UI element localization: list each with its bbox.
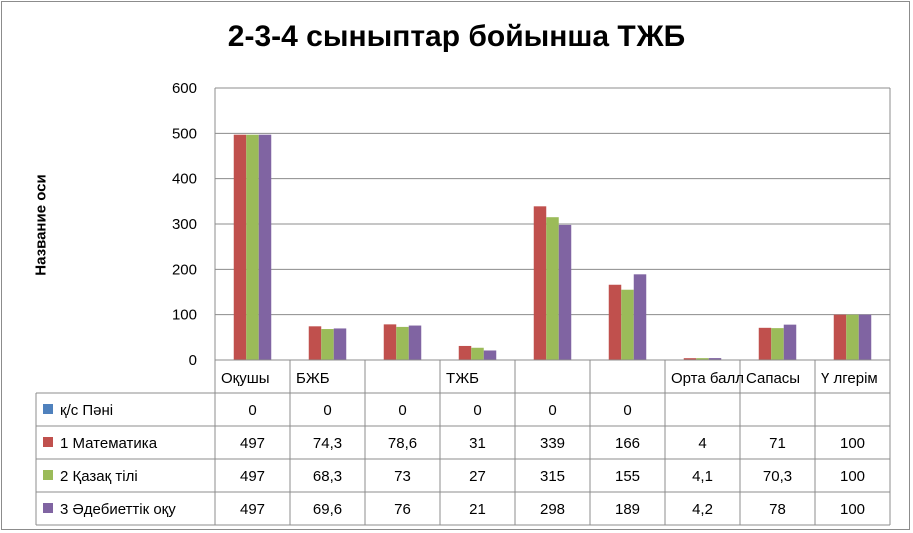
chart-title: 2-3-4 сыныптар бойынша ТЖБ bbox=[227, 20, 686, 53]
data-label: 100 bbox=[840, 501, 865, 518]
data-label: 155 bbox=[615, 468, 640, 485]
data-label: 100 bbox=[840, 435, 865, 452]
bar-2-0 bbox=[233, 134, 247, 360]
bar-3-6 bbox=[696, 358, 709, 360]
data-label: 4 bbox=[698, 435, 706, 452]
data-label: 76 bbox=[394, 501, 411, 518]
data-label: 298 bbox=[540, 501, 565, 518]
y-tick-label: 500 bbox=[172, 125, 197, 142]
bar-4-1 bbox=[333, 328, 347, 360]
data-label: 0 bbox=[548, 402, 556, 419]
data-label: 100 bbox=[840, 468, 865, 485]
bar-3-2 bbox=[396, 326, 409, 360]
legend-label: қ/с Пәні bbox=[60, 402, 113, 419]
legend-label: 3 Әдебиеттік оқу bbox=[60, 501, 176, 518]
data-label: 21 bbox=[469, 501, 486, 518]
data-label: 497 bbox=[240, 468, 265, 485]
data-label: 70,3 bbox=[763, 468, 792, 485]
data-label: 71 bbox=[769, 435, 786, 452]
bar-2-6 bbox=[683, 358, 697, 360]
data-label: 0 bbox=[323, 402, 331, 419]
data-label: 31 bbox=[469, 435, 486, 452]
data-label: 0 bbox=[623, 402, 631, 419]
y-tick-label: 100 bbox=[172, 307, 197, 324]
bar-4-3 bbox=[483, 350, 497, 360]
data-label: 73 bbox=[394, 468, 411, 485]
bar-3-0 bbox=[246, 134, 259, 360]
bar-2-3 bbox=[458, 345, 472, 360]
y-tick-label: 400 bbox=[172, 171, 197, 188]
data-label: 0 bbox=[248, 402, 256, 419]
category-label: Сапасы bbox=[746, 370, 800, 387]
data-label: 4,2 bbox=[692, 501, 713, 518]
data-label: 339 bbox=[540, 435, 565, 452]
bar-2-4 bbox=[533, 206, 547, 360]
data-label: 315 bbox=[540, 468, 565, 485]
y-tick-label: 600 bbox=[172, 80, 197, 97]
category-label: Орта балл bbox=[671, 370, 744, 387]
bar-3-8 bbox=[846, 314, 859, 360]
data-label: 27 bbox=[469, 468, 486, 485]
legend-key-3 bbox=[43, 470, 53, 480]
legend-key-1 bbox=[43, 404, 53, 414]
bar-2-5 bbox=[608, 284, 622, 360]
bar-4-0 bbox=[258, 134, 272, 360]
legend-label: 2 Қазақ тілі bbox=[60, 468, 138, 485]
bar-3-7 bbox=[771, 328, 784, 360]
category-label: ТЖБ bbox=[446, 370, 479, 387]
legend-label: 1 Математика bbox=[60, 435, 158, 452]
data-label: 0 bbox=[398, 402, 406, 419]
bar-4-6 bbox=[708, 358, 722, 360]
data-label: 166 bbox=[615, 435, 640, 452]
data-label: 74,3 bbox=[313, 435, 342, 452]
data-label: 497 bbox=[240, 435, 265, 452]
bar-4-2 bbox=[408, 325, 422, 360]
bar-2-2 bbox=[383, 324, 397, 360]
data-label: 78 bbox=[769, 501, 786, 518]
data-label: 189 bbox=[615, 501, 640, 518]
bar-3-4 bbox=[546, 217, 559, 360]
bar-2-8 bbox=[833, 314, 847, 360]
category-label: Оқушы bbox=[221, 370, 270, 387]
data-label: 78,6 bbox=[388, 435, 417, 452]
y-tick-label: 0 bbox=[189, 352, 197, 369]
data-label: 68,3 bbox=[313, 468, 342, 485]
bar-3-1 bbox=[321, 329, 334, 360]
data-label: 4,1 bbox=[692, 468, 713, 485]
y-tick-label: 200 bbox=[172, 261, 197, 278]
legend-key-4 bbox=[43, 503, 53, 513]
bar-2-7 bbox=[758, 327, 772, 360]
legend-key-2 bbox=[43, 437, 53, 447]
category-label: БЖБ bbox=[296, 370, 330, 387]
bar-4-8 bbox=[858, 314, 872, 360]
data-label: 0 bbox=[473, 402, 481, 419]
data-label: 69,6 bbox=[313, 501, 342, 518]
bar-4-7 bbox=[783, 324, 797, 360]
y-tick-label: 300 bbox=[172, 216, 197, 233]
data-label: 497 bbox=[240, 501, 265, 518]
bar-4-5 bbox=[633, 274, 647, 360]
bar-3-3 bbox=[471, 347, 484, 360]
bar-3-5 bbox=[621, 289, 634, 360]
bar-4-4 bbox=[558, 224, 572, 360]
category-label: Ү лгерім bbox=[821, 370, 878, 387]
bar-2-1 bbox=[308, 326, 322, 360]
